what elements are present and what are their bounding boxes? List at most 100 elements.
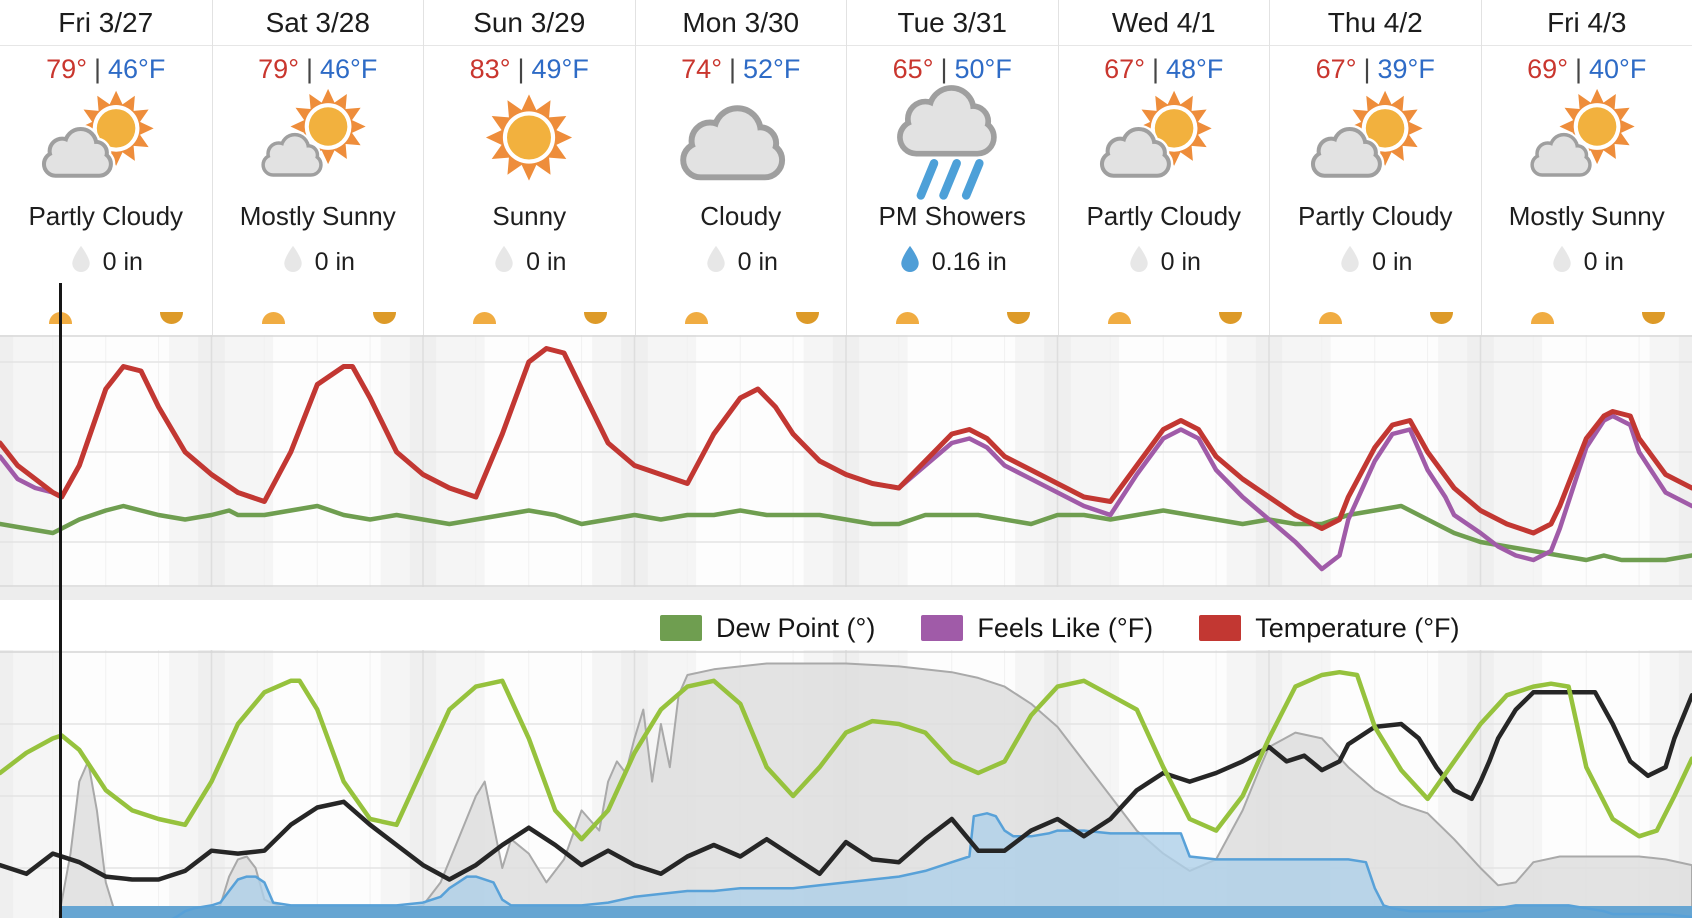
condition-label: Mostly Sunny	[1508, 201, 1665, 231]
legend-swatch	[921, 615, 964, 641]
day-date: Mon 3/30	[635, 0, 846, 46]
sunset-icon	[160, 312, 183, 324]
day-temps: 69° | 40°F	[1482, 46, 1692, 90]
sunrise-icon	[1319, 312, 1342, 324]
conditions-chart[interactable]	[0, 650, 1692, 918]
precip-amount: 0 in	[1372, 247, 1413, 276]
day-column-thu-7[interactable]: Thu 4/2 67° | 39°F Partly Cloudy 0 in	[1269, 0, 1481, 335]
sun-row	[1270, 284, 1481, 336]
sunrise-icon	[896, 312, 919, 324]
sunset-icon	[584, 312, 607, 324]
day-date: Wed 4/1	[1058, 0, 1269, 46]
sun-row	[847, 284, 1058, 336]
temp-separator: |	[306, 54, 314, 84]
legend-swatch	[660, 615, 702, 641]
precip-droplet-icon	[1550, 244, 1574, 280]
temp-separator: |	[1575, 54, 1583, 84]
day-column-wed-6[interactable]: Wed 4/1 67° | 48°F Partly Cloudy 0 in	[1057, 0, 1270, 336]
precip-row: 0 in	[1270, 240, 1481, 284]
sunny-icon	[424, 90, 635, 196]
low-temp: 46°F	[108, 54, 166, 84]
current-time-marker	[59, 283, 62, 918]
precip-amount: 0.16 in	[931, 247, 1007, 276]
day-temps: 79° | 46°F	[213, 46, 424, 90]
sun-row	[424, 284, 635, 336]
high-temp: 79°	[46, 54, 87, 84]
day-column-mon-4[interactable]: Mon 3/30 74° | 52°F Cloudy 0 in	[634, 0, 847, 336]
cloudy-icon	[636, 90, 847, 196]
partly-cloudy-icon	[1270, 90, 1481, 196]
precip-row: 0 in	[1482, 240, 1692, 284]
high-temp: 67°	[1315, 54, 1357, 84]
day-temps: 67° | 39°F	[1270, 46, 1481, 90]
low-temp: 46°F	[320, 54, 378, 84]
day-temps: 65° | 50°F	[847, 46, 1058, 90]
sun-row	[1059, 284, 1270, 336]
day-column-fri-1[interactable]: Fri 3/27 79° | 46°F Partly Cloudy 0 in	[0, 0, 212, 335]
precip-droplet-icon	[704, 244, 728, 280]
low-temp: 39°F	[1377, 54, 1435, 84]
day-column-sat-2[interactable]: Sat 3/28 79° | 46°F Mostly Sunny 0 in	[211, 0, 424, 335]
sun-row	[636, 284, 847, 336]
temp-separator: |	[94, 54, 102, 84]
low-temp: 50°F	[954, 54, 1012, 84]
legend-item-dew[interactable]: Dew Point (°)	[660, 613, 875, 644]
condition-label: Partly Cloudy	[1297, 201, 1453, 231]
high-temp: 65°	[892, 54, 934, 84]
sun-row	[0, 284, 212, 336]
day-date: Fri 4/3	[1481, 0, 1692, 46]
partly-cloudy-icon	[1059, 90, 1270, 196]
condition-label: Sunny	[492, 201, 567, 231]
temp-separator: |	[1363, 54, 1371, 84]
day-temps: 67° | 48°F	[1059, 46, 1270, 90]
day-column-tue-5[interactable]: Tue 3/31 65° | 50°F PM Showers 0.16 in	[846, 0, 1058, 335]
sun-row	[1482, 284, 1692, 336]
precip-droplet-icon	[281, 244, 305, 280]
low-temp: 48°F	[1166, 54, 1224, 84]
sunset-icon	[1218, 312, 1242, 324]
day-column-sun-3[interactable]: Sun 3/29 83° | 49°F Sunny 0 in	[423, 0, 635, 335]
condition-label: Partly Cloudy	[28, 201, 184, 231]
legend-item-feels[interactable]: Feels Like (°F)	[921, 613, 1153, 644]
condition-label: Partly Cloudy	[1086, 201, 1242, 231]
precip-row: 0 in	[213, 240, 424, 284]
pm-showers-icon	[847, 85, 1058, 200]
high-temp: 79°	[258, 54, 299, 84]
temperature-chart[interactable]	[0, 335, 1692, 587]
mostly-sunny-icon	[213, 88, 424, 196]
precip-amount: 0 in	[1160, 247, 1201, 276]
condition-label: Cloudy	[700, 201, 782, 231]
partly-cloudy-icon	[0, 90, 212, 196]
day-column-fri-8[interactable]: Fri 4/3 69° | 40°F Mostly Sunny 0 in	[1480, 0, 1692, 336]
chart-axis-band	[0, 587, 1692, 600]
day-date: Fri 3/27	[0, 0, 212, 46]
precip-amount: 0 in	[102, 247, 143, 276]
precip-row: 0 in	[0, 240, 212, 284]
precip-amount: 0 in	[1583, 247, 1624, 276]
precip-droplet-icon	[69, 244, 93, 280]
high-temp: 83°	[469, 54, 511, 84]
forecast-day-strip: Fri 3/27 79° | 46°F Partly Cloudy 0 in Sat…	[0, 0, 1692, 335]
precip-row: 0.16 in	[847, 240, 1058, 284]
temp-separator: |	[729, 54, 737, 84]
low-temp: 52°F	[743, 54, 801, 84]
low-temp: 40°F	[1589, 54, 1647, 84]
precip-amount: 0 in	[737, 247, 778, 276]
sunrise-icon	[1530, 312, 1554, 324]
legend-label: Dew Point (°)	[716, 612, 876, 643]
precip-droplet-icon	[1338, 244, 1362, 280]
precip-amount: 0 in	[314, 247, 355, 276]
sunset-icon	[1007, 312, 1030, 324]
sunset-icon	[1430, 312, 1453, 324]
precip-droplet-icon	[492, 244, 516, 280]
precip-amount: 0 in	[526, 247, 567, 276]
sunrise-icon	[1107, 312, 1131, 324]
legend-item-temperature[interactable]: Temperature (°F)	[1199, 613, 1460, 644]
day-temps: 83° | 49°F	[424, 46, 635, 90]
sunset-icon	[795, 312, 819, 324]
precip-row: 0 in	[1059, 240, 1270, 284]
precip-row: 0 in	[636, 240, 847, 284]
day-temps: 79° | 46°F	[0, 46, 212, 90]
high-temp: 67°	[1104, 54, 1145, 84]
